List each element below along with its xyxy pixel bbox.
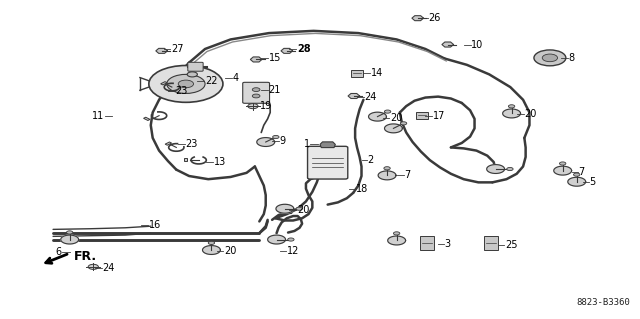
Text: 7: 7 (404, 170, 410, 180)
Text: 28: 28 (297, 44, 310, 54)
Polygon shape (568, 177, 586, 186)
Text: 10: 10 (471, 40, 483, 49)
Circle shape (542, 54, 557, 62)
Circle shape (248, 104, 258, 109)
Bar (165, 142, 172, 145)
Circle shape (88, 264, 99, 269)
Text: 12: 12 (287, 246, 299, 256)
Circle shape (252, 88, 260, 92)
Text: 5: 5 (589, 177, 596, 187)
Text: 8: 8 (569, 53, 575, 63)
Polygon shape (442, 42, 454, 47)
Text: 19: 19 (260, 101, 273, 111)
Text: 20: 20 (390, 113, 403, 122)
Polygon shape (378, 171, 396, 180)
FancyBboxPatch shape (308, 146, 348, 179)
Polygon shape (257, 137, 275, 146)
Text: 27: 27 (171, 44, 184, 54)
Text: FR.: FR. (74, 249, 97, 263)
Polygon shape (502, 109, 520, 118)
Text: 24: 24 (102, 263, 115, 273)
Text: 26: 26 (428, 13, 441, 23)
Polygon shape (156, 48, 168, 53)
Text: 6: 6 (55, 247, 61, 256)
Polygon shape (250, 57, 262, 62)
Bar (184, 158, 187, 161)
Circle shape (187, 72, 197, 77)
Circle shape (534, 50, 566, 66)
Circle shape (394, 232, 400, 235)
Text: 17: 17 (433, 111, 445, 121)
Polygon shape (320, 142, 335, 148)
Circle shape (573, 173, 580, 176)
Polygon shape (276, 204, 294, 213)
Circle shape (508, 105, 515, 108)
Circle shape (149, 65, 223, 102)
FancyBboxPatch shape (243, 82, 269, 103)
Polygon shape (61, 235, 79, 244)
Text: 3: 3 (444, 239, 451, 249)
Polygon shape (412, 16, 424, 21)
Text: 20: 20 (297, 205, 309, 215)
Text: 20: 20 (224, 246, 236, 256)
Bar (420, 235, 435, 250)
Polygon shape (388, 236, 406, 245)
Text: 18: 18 (356, 184, 369, 194)
Bar (161, 82, 167, 85)
Circle shape (384, 167, 390, 170)
Circle shape (401, 122, 407, 125)
Circle shape (208, 241, 214, 244)
Circle shape (559, 162, 566, 165)
Text: 24: 24 (365, 92, 377, 102)
Circle shape (296, 207, 302, 210)
Text: 14: 14 (371, 68, 383, 78)
Circle shape (167, 74, 205, 93)
Text: 16: 16 (148, 219, 161, 230)
Bar (484, 235, 498, 250)
Polygon shape (369, 112, 387, 121)
Text: 21: 21 (269, 85, 281, 95)
Text: 13: 13 (214, 157, 226, 167)
Text: 23: 23 (175, 86, 188, 96)
Text: 1: 1 (303, 139, 310, 149)
Circle shape (252, 94, 260, 98)
Text: 4: 4 (233, 72, 239, 83)
Text: 25: 25 (505, 240, 518, 250)
Polygon shape (281, 48, 292, 53)
Polygon shape (348, 93, 360, 99)
Text: 15: 15 (269, 54, 281, 63)
Text: 11: 11 (92, 111, 104, 121)
Circle shape (288, 238, 294, 241)
Polygon shape (554, 166, 572, 175)
Text: 9: 9 (280, 136, 285, 146)
Polygon shape (268, 235, 285, 244)
Circle shape (67, 231, 73, 234)
FancyBboxPatch shape (188, 62, 203, 71)
Bar (351, 70, 363, 77)
Text: 20: 20 (524, 109, 536, 119)
Polygon shape (202, 246, 220, 255)
Circle shape (385, 110, 391, 113)
Bar (417, 112, 428, 119)
Text: 22: 22 (205, 76, 218, 86)
Polygon shape (487, 165, 504, 174)
Text: 23: 23 (186, 139, 198, 149)
Circle shape (507, 167, 513, 171)
Text: 2: 2 (368, 155, 374, 165)
Text: 8823-B3360: 8823-B3360 (576, 298, 630, 307)
Polygon shape (385, 124, 403, 133)
Circle shape (178, 80, 193, 88)
Circle shape (273, 135, 279, 138)
Text: 7: 7 (579, 167, 585, 177)
Bar (143, 117, 150, 121)
